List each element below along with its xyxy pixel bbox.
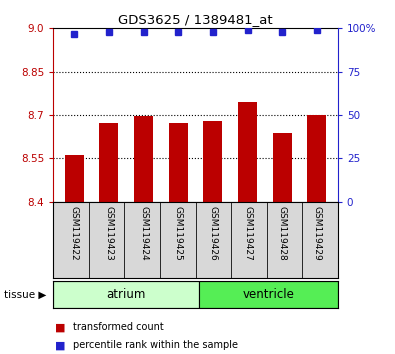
Bar — [99, 123, 118, 202]
Text: GSM119427: GSM119427 — [243, 206, 252, 260]
Text: percentile rank within the sample: percentile rank within the sample — [73, 340, 238, 350]
Text: atrium: atrium — [107, 288, 146, 301]
Text: ventricle: ventricle — [243, 288, 294, 301]
Bar — [124, 202, 160, 278]
Text: tissue ▶: tissue ▶ — [4, 290, 46, 300]
Bar — [53, 281, 199, 308]
Bar — [169, 123, 188, 202]
Text: GSM119426: GSM119426 — [209, 206, 217, 260]
Bar — [203, 121, 222, 202]
Bar — [160, 202, 196, 278]
Text: GSM119429: GSM119429 — [312, 206, 322, 260]
Bar — [302, 202, 338, 278]
Bar — [89, 202, 124, 278]
Text: GSM119422: GSM119422 — [70, 206, 79, 260]
Text: GSM119428: GSM119428 — [278, 206, 287, 260]
Bar — [307, 115, 326, 202]
Bar — [267, 202, 302, 278]
Bar — [273, 133, 292, 202]
Text: GSM119423: GSM119423 — [104, 206, 113, 260]
Bar — [196, 202, 231, 278]
Bar — [231, 202, 267, 278]
Bar — [65, 155, 84, 202]
Text: GSM119425: GSM119425 — [174, 206, 182, 260]
Bar — [238, 102, 257, 202]
Text: transformed count: transformed count — [73, 322, 164, 332]
Title: GDS3625 / 1389481_at: GDS3625 / 1389481_at — [118, 13, 273, 26]
Text: GSM119424: GSM119424 — [139, 206, 148, 260]
Bar — [53, 202, 89, 278]
Text: ■: ■ — [55, 340, 66, 350]
Bar — [199, 281, 338, 308]
Bar — [134, 116, 153, 202]
Text: ■: ■ — [55, 322, 66, 332]
